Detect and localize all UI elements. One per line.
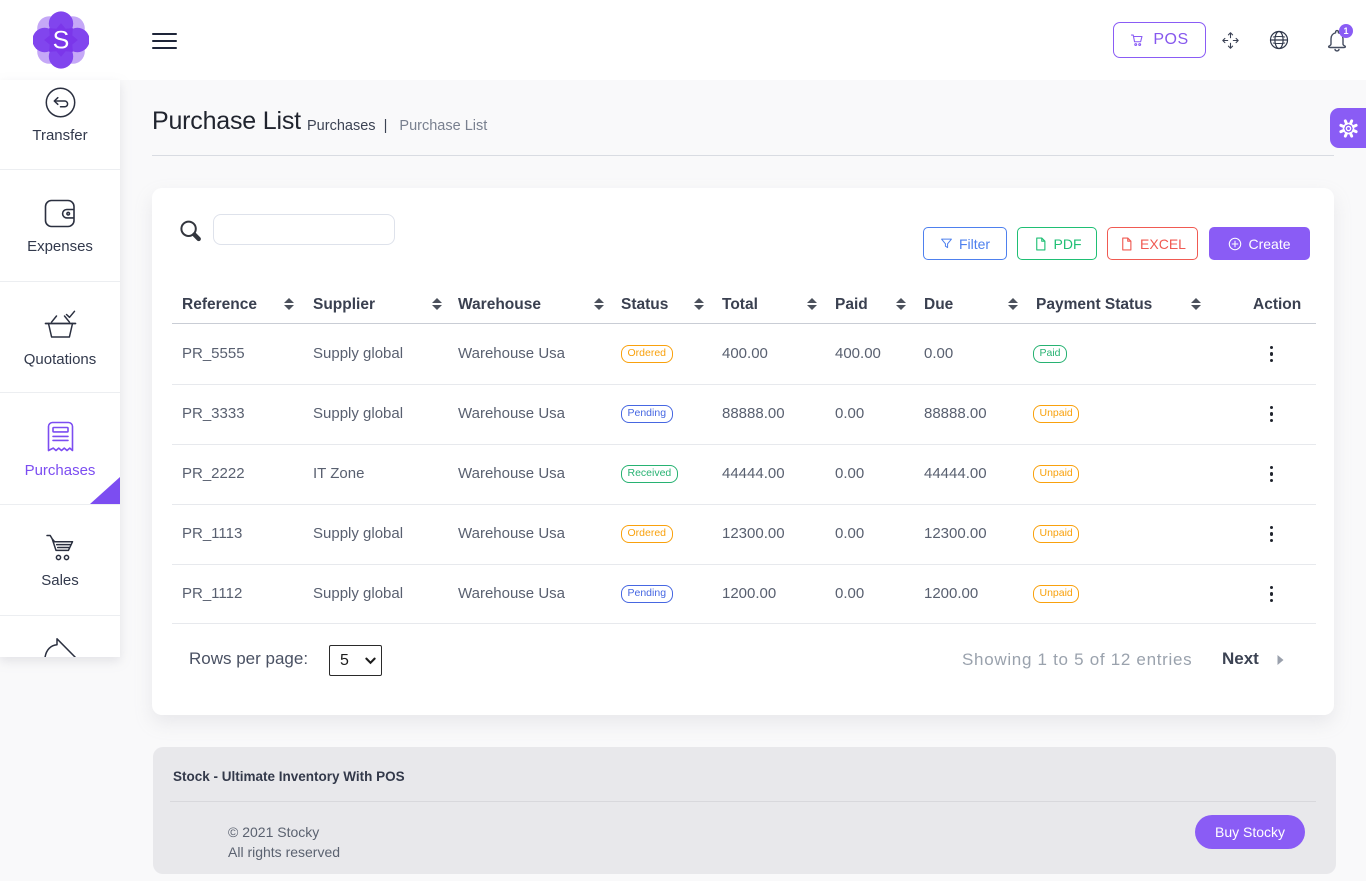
svg-text:S: S	[53, 27, 70, 55]
